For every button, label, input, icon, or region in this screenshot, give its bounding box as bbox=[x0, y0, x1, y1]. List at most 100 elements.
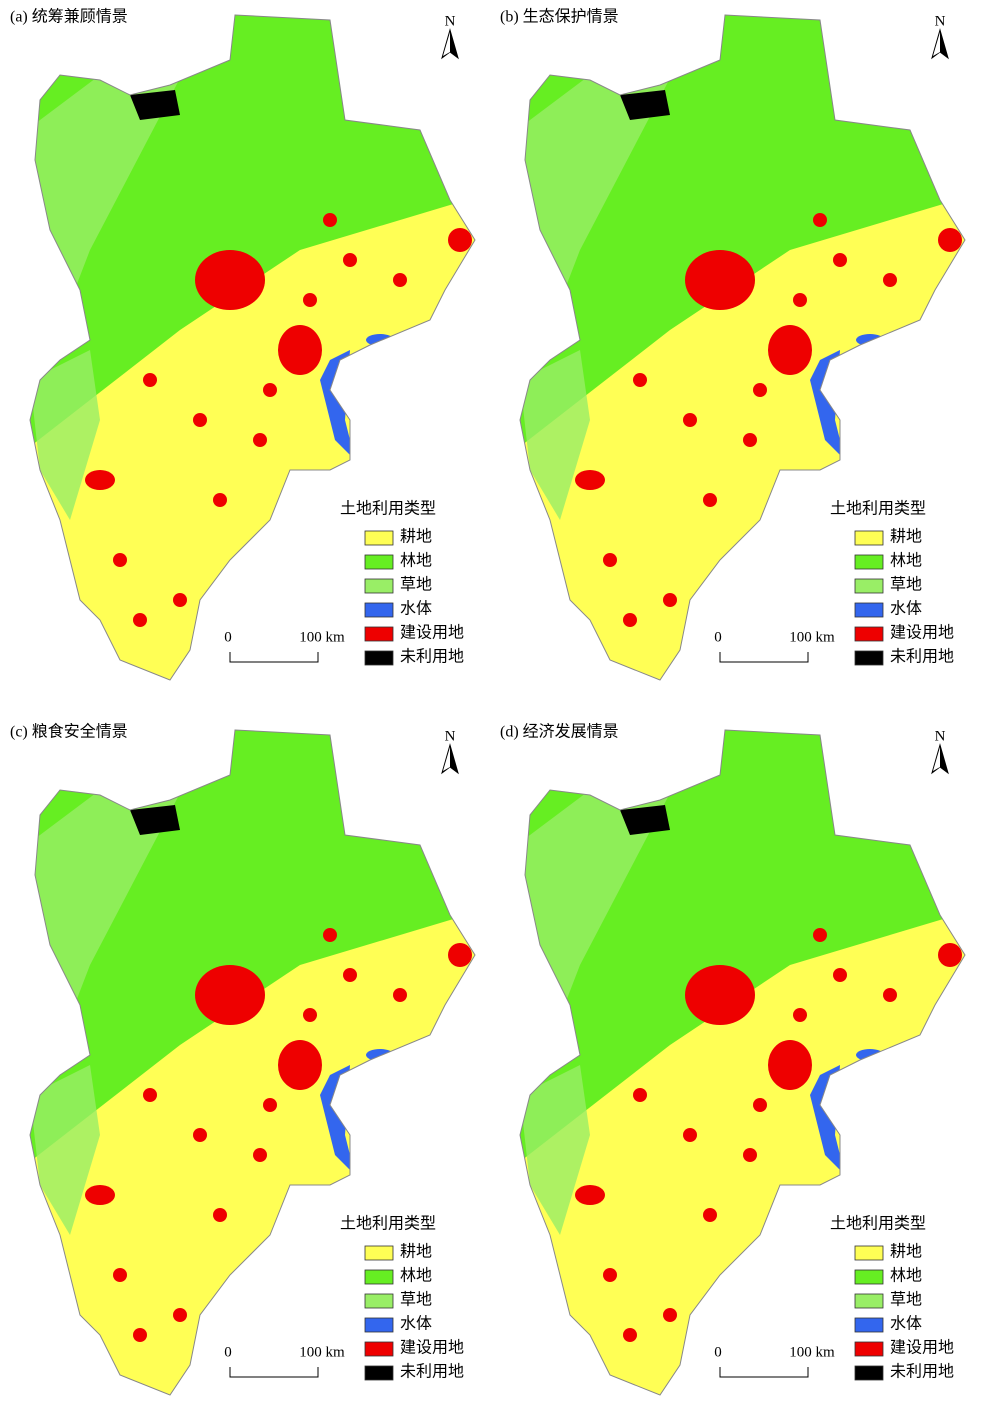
built-area bbox=[85, 470, 115, 490]
north-label: N bbox=[935, 13, 946, 29]
legend-swatch bbox=[364, 1365, 394, 1381]
water-body bbox=[366, 1049, 394, 1061]
built-area bbox=[195, 965, 265, 1025]
legend-swatch bbox=[364, 578, 394, 594]
north-arrow-half bbox=[443, 747, 450, 771]
scale-bar bbox=[229, 1367, 319, 1378]
built-area bbox=[448, 943, 472, 967]
built-patch bbox=[323, 928, 337, 942]
built-patch bbox=[323, 213, 337, 227]
grass-patch bbox=[30, 1065, 100, 1235]
scale-end: 100 km bbox=[299, 629, 345, 645]
built-patch bbox=[143, 1088, 157, 1102]
map-outline bbox=[519, 729, 966, 1396]
legend-label: 未利用地 bbox=[400, 648, 464, 666]
map-outline bbox=[519, 14, 966, 681]
legend-swatch bbox=[364, 626, 394, 642]
legend-swatch bbox=[854, 602, 884, 618]
legend-swatch bbox=[364, 1317, 394, 1333]
built-patch bbox=[753, 1098, 767, 1112]
legend-label: 草地 bbox=[890, 576, 922, 594]
built-patch bbox=[343, 968, 357, 982]
legend-label: 水体 bbox=[400, 1315, 432, 1333]
water-body bbox=[856, 334, 884, 346]
legend-swatch bbox=[854, 1293, 884, 1309]
built-patch bbox=[703, 493, 717, 507]
built-patch bbox=[143, 373, 157, 387]
map-outline bbox=[29, 729, 476, 1396]
built-area bbox=[278, 1040, 322, 1090]
legend-label: 建设用地 bbox=[400, 1339, 464, 1357]
legend-swatch bbox=[364, 1245, 394, 1261]
built-patch bbox=[113, 553, 127, 567]
legend-label: 建设用地 bbox=[400, 624, 464, 642]
legend-label: 林地 bbox=[400, 1267, 432, 1285]
built-area bbox=[575, 470, 605, 490]
built-area bbox=[278, 325, 322, 375]
built-patch bbox=[883, 273, 897, 287]
built-patch bbox=[133, 1328, 147, 1342]
legend-label: 水体 bbox=[890, 600, 922, 618]
unused-land bbox=[620, 90, 670, 120]
legend-label: 未利用地 bbox=[400, 1363, 464, 1381]
built-patch bbox=[813, 213, 827, 227]
panel-title: (b) 生态保护情景 bbox=[500, 8, 619, 26]
built-patch bbox=[253, 433, 267, 447]
legend-title: 土地利用类型 bbox=[830, 500, 926, 518]
north-label: N bbox=[445, 728, 456, 744]
built-area bbox=[448, 228, 472, 252]
scale-end: 100 km bbox=[789, 1344, 835, 1360]
scale-end: 100 km bbox=[299, 1344, 345, 1360]
built-patch bbox=[703, 1208, 717, 1222]
scale-bar bbox=[719, 1367, 809, 1378]
north-label: N bbox=[935, 728, 946, 744]
unused-land bbox=[620, 805, 670, 835]
built-patch bbox=[633, 1088, 647, 1102]
built-area bbox=[685, 965, 755, 1025]
legend-label: 水体 bbox=[890, 1315, 922, 1333]
unused-land bbox=[130, 805, 180, 835]
built-area bbox=[768, 1040, 812, 1090]
panel-title: (c) 粮食安全情景 bbox=[10, 723, 128, 741]
built-patch bbox=[743, 1148, 757, 1162]
grass-patch bbox=[520, 350, 590, 520]
scale-start: 0 bbox=[224, 629, 232, 645]
built-patch bbox=[393, 988, 407, 1002]
built-patch bbox=[743, 433, 757, 447]
built-area bbox=[195, 250, 265, 310]
built-patch bbox=[393, 273, 407, 287]
legend-swatch bbox=[854, 1245, 884, 1261]
legend-label: 草地 bbox=[890, 1291, 922, 1309]
built-patch bbox=[113, 1268, 127, 1282]
water-body bbox=[856, 1049, 884, 1061]
legend-swatch bbox=[364, 1269, 394, 1285]
built-patch bbox=[623, 613, 637, 627]
legend-label: 建设用地 bbox=[890, 624, 954, 642]
legend-swatch bbox=[854, 1269, 884, 1285]
built-patch bbox=[603, 1268, 617, 1282]
built-patch bbox=[663, 1308, 677, 1322]
built-area bbox=[575, 1185, 605, 1205]
built-patch bbox=[623, 1328, 637, 1342]
scale-start: 0 bbox=[224, 1344, 232, 1360]
built-area bbox=[768, 325, 812, 375]
built-patch bbox=[303, 1008, 317, 1022]
built-patch bbox=[833, 968, 847, 982]
built-patch bbox=[793, 1008, 807, 1022]
scale-bar bbox=[719, 652, 809, 663]
legend-label: 草地 bbox=[400, 1291, 432, 1309]
legend-swatch bbox=[364, 650, 394, 666]
panel-title: (a) 统筹兼顾情景 bbox=[10, 8, 128, 26]
built-patch bbox=[263, 1098, 277, 1112]
legend-swatch bbox=[854, 650, 884, 666]
legend-title: 土地利用类型 bbox=[830, 1215, 926, 1233]
legend-label: 耕地 bbox=[890, 528, 922, 546]
built-patch bbox=[213, 1208, 227, 1222]
north-arrow-half bbox=[933, 747, 940, 771]
legend-label: 建设用地 bbox=[890, 1339, 954, 1357]
built-patch bbox=[133, 613, 147, 627]
scale-end: 100 km bbox=[789, 629, 835, 645]
